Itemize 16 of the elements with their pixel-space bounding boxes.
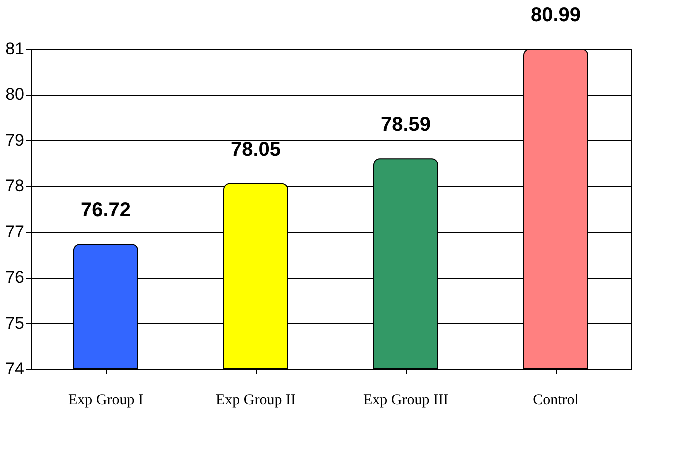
- y-tick-label: 75: [6, 314, 24, 333]
- y-tick-label: 78: [6, 176, 24, 196]
- y-tick-label: 80: [6, 85, 24, 104]
- data-label: 78.05: [230, 138, 282, 161]
- y-tick-label: 81: [6, 40, 24, 58]
- x-tick-label: Exp Group III: [364, 392, 448, 408]
- y-tick-label: 79: [6, 130, 24, 150]
- y-tick-label: 76: [6, 268, 24, 288]
- data-label: 80.99: [530, 4, 582, 26]
- data-label: 78.59: [380, 114, 432, 136]
- y-tick-label: 77: [6, 222, 24, 242]
- y-tick-label: 74: [6, 360, 24, 378]
- x-tick-label: Exp Group I: [68, 392, 144, 408]
- x-tick-label: Control: [533, 392, 579, 408]
- data-label: 76.72: [80, 200, 132, 222]
- x-tick-label: Exp Group II: [216, 392, 296, 408]
